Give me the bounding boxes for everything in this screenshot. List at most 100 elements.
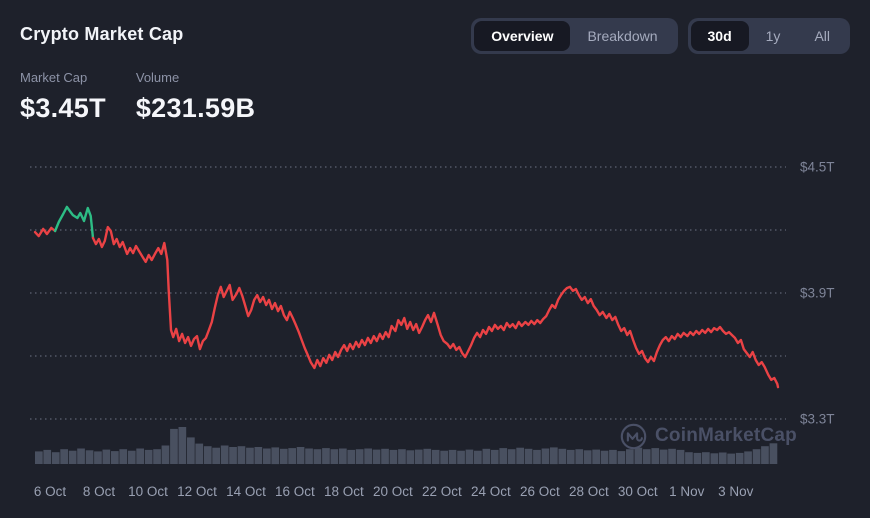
x-axis-tick: 18 Oct	[324, 484, 364, 499]
volume-bar	[676, 449, 685, 464]
volume-bar	[35, 451, 43, 464]
volume-bar	[474, 450, 482, 464]
volume-bar	[102, 449, 111, 464]
volume-bar	[448, 449, 457, 464]
volume-bar	[566, 449, 575, 464]
volume-bar	[761, 446, 769, 464]
page-title: Crypto Market Cap	[20, 24, 184, 44]
volume-bar	[339, 448, 347, 464]
volume-bar	[355, 449, 364, 464]
view-toggle-breakdown[interactable]: Breakdown	[570, 21, 674, 51]
volume-bar	[668, 448, 676, 464]
volume-bar	[626, 449, 634, 464]
volume-bar	[220, 445, 229, 464]
volume-bar	[254, 447, 263, 464]
y-axis-tick: $3.9T	[800, 286, 835, 301]
volume-bar	[111, 451, 119, 464]
volume-bar	[541, 448, 550, 464]
volume-bar	[77, 448, 85, 464]
volume-bar	[634, 447, 643, 464]
price-line-down-segment	[33, 226, 57, 238]
volume-bar	[305, 448, 313, 464]
volume-bars	[35, 427, 778, 465]
volume-bar	[592, 449, 600, 464]
x-axis-tick: 1 Nov	[669, 484, 705, 499]
volume-bar	[752, 449, 761, 464]
volume-bar	[735, 452, 744, 464]
volume-bar	[718, 452, 727, 464]
volume-bar	[710, 453, 719, 464]
volume-bar	[279, 448, 288, 464]
volume-bar	[482, 448, 491, 464]
volume-bar	[693, 452, 702, 464]
range-toggle-30d[interactable]: 30d	[690, 21, 749, 51]
volume-bar	[533, 449, 541, 464]
range-toggle-all[interactable]: All	[797, 21, 847, 51]
volume-bar	[161, 445, 170, 464]
volume-bar	[313, 449, 322, 464]
volume-bar	[263, 448, 271, 464]
volume-bar	[178, 427, 187, 464]
volume-bar	[423, 448, 432, 464]
x-axis-tick: 22 Oct	[422, 484, 462, 499]
volume-bar	[651, 448, 660, 464]
volume-bar	[212, 447, 220, 464]
chart-controls: Overview Breakdown 30d 1y All	[471, 18, 850, 54]
volume-bar	[575, 449, 584, 464]
x-axis-tick: 14 Oct	[226, 484, 266, 499]
x-axis-labels: 6 Oct 8 Oct 10 Oct 12 Oct 14 Oct 16 Oct 18 Oct…	[34, 484, 754, 499]
volume-bar	[617, 451, 626, 464]
x-axis-tick: 28 Oct	[569, 484, 609, 499]
volume-bar	[685, 452, 693, 464]
volume-bar	[583, 450, 592, 464]
volume-bar	[203, 446, 212, 464]
volume-bar	[406, 450, 415, 464]
volume-bar	[246, 447, 254, 464]
volume-bar	[457, 450, 465, 464]
y-axis-tick: $3.3T	[800, 412, 835, 427]
x-axis-tick: 20 Oct	[373, 484, 413, 499]
range-toggle-1y[interactable]: 1y	[749, 21, 798, 51]
volume-bar	[600, 450, 609, 464]
volume-bar	[381, 448, 389, 464]
volume-bar	[609, 449, 617, 464]
volume-bar	[364, 448, 372, 464]
volume-bar	[431, 449, 440, 464]
volume-bar	[119, 449, 128, 464]
volume-bar	[516, 447, 524, 464]
volume-bar	[414, 449, 423, 464]
volume-bar	[499, 448, 508, 464]
volume-bar	[170, 428, 178, 464]
y-axis-labels: $4.5T $3.9T $3.3T	[800, 160, 835, 427]
volume-bar	[440, 450, 448, 464]
x-axis-tick: 30 Oct	[618, 484, 658, 499]
volume-bar	[330, 449, 339, 464]
x-axis-tick: 16 Oct	[275, 484, 315, 499]
gridlines	[30, 166, 786, 420]
volume-bar	[389, 449, 398, 464]
volume-bar	[398, 449, 406, 464]
volume-label: Volume	[135, 70, 180, 85]
volume-bar	[296, 447, 305, 464]
x-axis-tick: 24 Oct	[471, 484, 511, 499]
market-cap-value: $3.45T	[20, 93, 106, 123]
volume-bar	[94, 451, 102, 464]
volume-bar	[769, 443, 778, 464]
view-toggle-overview[interactable]: Overview	[474, 21, 571, 51]
volume-bar	[195, 443, 204, 464]
stat-market-cap: Market Cap $3.45T	[20, 70, 106, 124]
x-axis-tick: 3 Nov	[718, 484, 754, 499]
volume-bar	[322, 448, 330, 464]
volume-bar	[550, 447, 558, 465]
x-axis-tick: 26 Oct	[520, 484, 560, 499]
x-axis-tick: 6 Oct	[34, 484, 67, 499]
market-cap-label: Market Cap	[20, 70, 88, 85]
y-axis-tick: $4.5T	[800, 160, 835, 175]
volume-bar	[229, 447, 237, 464]
volume-bar	[271, 447, 280, 465]
price-line-down-segment	[91, 225, 780, 389]
volume-bar	[642, 449, 651, 464]
stats-row: Market Cap $3.45T Volume $231.59B	[20, 70, 255, 124]
